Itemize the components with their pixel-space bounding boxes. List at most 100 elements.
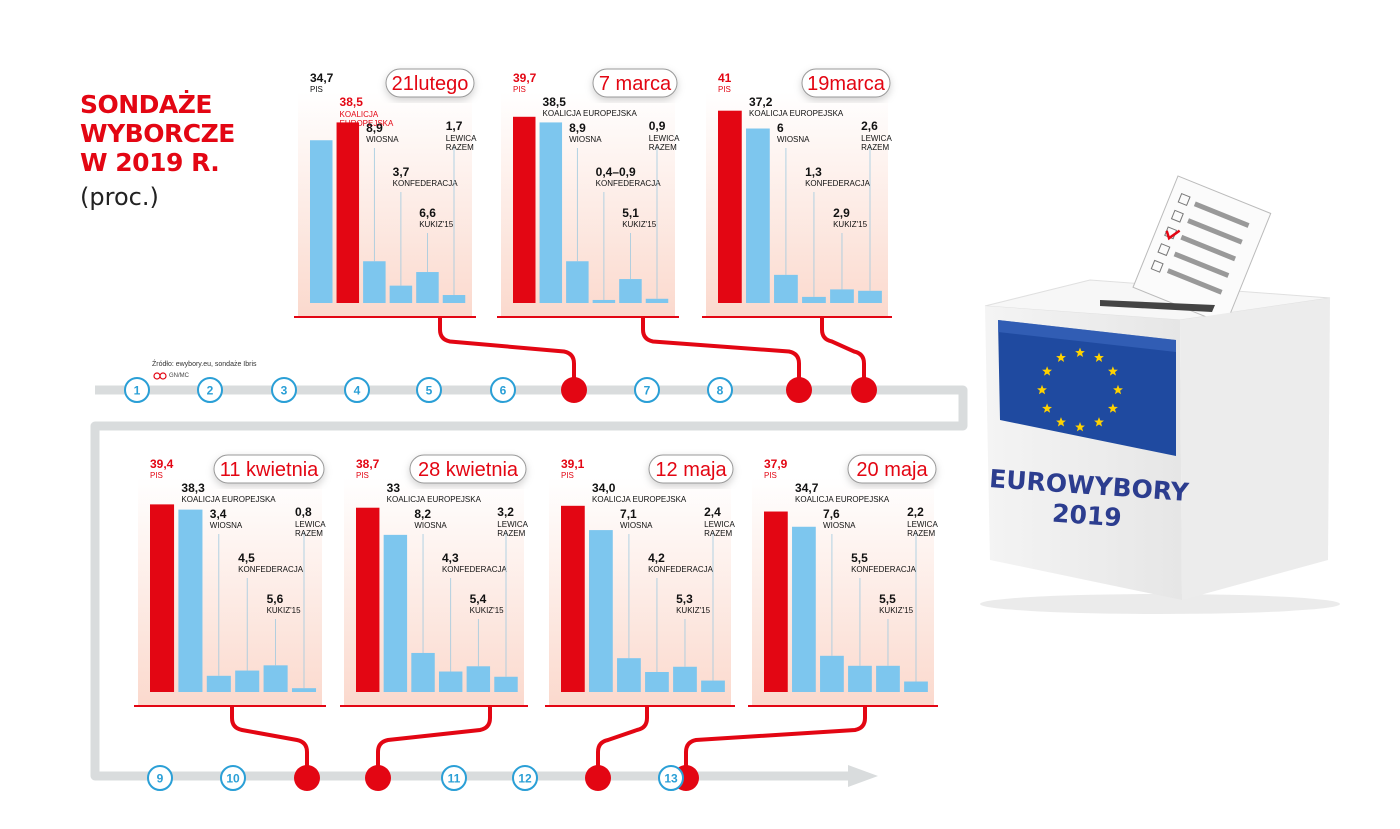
bar-category-label: LEWICA (649, 134, 680, 143)
chart-bar (774, 274, 798, 303)
bar-category-label: WIOSNA (366, 135, 399, 144)
eu-star (1056, 352, 1066, 362)
eu-star (1042, 403, 1052, 413)
bar-category-label: KUKIZ'15 (833, 220, 868, 229)
ballot-line (1173, 251, 1230, 278)
bar-value-label: 34,7 (310, 71, 334, 85)
bar-value-label: 38,5 (340, 95, 364, 109)
chart-bar (802, 296, 826, 303)
bar-category-label: EUROPEJSKA (340, 119, 394, 128)
bar-value-label: 3,4 (210, 507, 227, 521)
bar-category-label: LEWICA (497, 520, 528, 529)
author-logo (153, 372, 167, 380)
bar-value-label: 38,7 (356, 457, 380, 471)
bar-value-label: 5,5 (879, 592, 896, 606)
bar-category-label: RAZEM (295, 529, 323, 538)
timeline-connector (438, 315, 576, 392)
bar-category-label: LEWICA (907, 520, 938, 529)
chart-bar (416, 272, 439, 303)
chart-bar (617, 658, 641, 692)
eu-star (1075, 347, 1085, 357)
chart-bar (494, 676, 518, 692)
chart-bar (561, 505, 585, 692)
box-shadow (980, 594, 1340, 614)
eu-star (1037, 384, 1047, 395)
source-note: Źródło: ewybory.eu, sondaże Ibris (152, 361, 257, 368)
bar-value-label: 0,4–0,9 (596, 165, 636, 179)
ballot-line (1180, 234, 1237, 262)
bar-category-label: PIS (561, 471, 574, 480)
bar-value-label: 39,1 (561, 457, 585, 471)
timeline-node-number: 5 (426, 384, 433, 398)
chart-bar (178, 509, 203, 692)
bar-category-label: RAZEM (446, 143, 474, 152)
eu-star (1042, 366, 1052, 376)
chart-bar (830, 289, 854, 303)
chart-bar (263, 665, 288, 692)
timeline-node (490, 377, 516, 403)
bar-value-label: 5,1 (622, 206, 639, 220)
bar-category-label: LEWICA (704, 520, 735, 529)
timeline-node (271, 377, 297, 403)
bar-category-label: KOALICJA EUROPEJSKA (749, 109, 844, 118)
chart-bar (513, 116, 536, 304)
poll-date: 19marca (807, 73, 886, 95)
bar-value-label: 2,4 (704, 505, 721, 519)
ballot-checkbox (1170, 209, 1184, 223)
chart-bar (858, 290, 882, 303)
chart-bar (673, 666, 697, 692)
chart-bar (589, 530, 613, 692)
timeline-node (416, 377, 442, 403)
chart-bar (150, 504, 175, 692)
chart-bar (820, 655, 844, 692)
timeline-node (197, 377, 223, 403)
bar-category-label: PIS (718, 85, 731, 94)
bar-value-label: 34,7 (795, 481, 819, 495)
timeline-poll-dot (585, 765, 611, 791)
timeline-arrowhead (848, 765, 878, 787)
date-pill (847, 454, 937, 484)
bar-value-label: 33 (387, 481, 401, 495)
timeline-node (220, 765, 246, 791)
timeline-node-number: 9 (157, 772, 164, 786)
bar-category-label: RAZEM (497, 529, 525, 538)
eu-star (1094, 417, 1104, 427)
bar-value-label: 39,4 (150, 457, 174, 471)
ballot-checkbox (1177, 193, 1191, 207)
chart-bar (235, 670, 260, 692)
bar-category-label: KONFEDERACJA (442, 565, 508, 574)
title-line: W 2019 R. (80, 148, 220, 177)
date-pill (213, 454, 325, 484)
timeline-node-number: 13 (664, 772, 678, 786)
author-logo-text: GN/MC (169, 373, 189, 379)
bar-value-label: 37,2 (749, 95, 773, 109)
chart-bar (466, 666, 491, 692)
bar-value-label: 2,6 (861, 119, 878, 133)
bar-value-label: 5,5 (851, 551, 868, 565)
timeline-connector (684, 704, 867, 780)
bar-category-label: KUKIZ'15 (470, 606, 505, 615)
bar-category-label: RAZEM (907, 529, 935, 538)
bar-value-label: 6,6 (419, 206, 436, 220)
bar-category-label: KUKIZ'15 (879, 606, 914, 615)
chart-bar (792, 526, 816, 692)
chart-bar (310, 140, 333, 303)
eu-star (1056, 417, 1066, 427)
bar-value-label: 6 (777, 121, 784, 135)
timeline-node-number: 8 (717, 384, 724, 398)
bar-category-label: PIS (764, 471, 777, 480)
bar-value-label: 38,3 (181, 481, 205, 495)
bar-category-label: KOALICJA EUROPEJSKA (543, 109, 638, 118)
bar-category-label: KUKIZ'15 (622, 220, 657, 229)
bar-category-label: KONFEDERACJA (596, 179, 662, 188)
chart-bar (876, 665, 900, 692)
timeline-node (124, 377, 150, 403)
chart-bar (566, 261, 589, 303)
bar-value-label: 8,9 (569, 121, 586, 135)
timeline-node-number: 4 (354, 384, 361, 398)
ballot-checkbox (1150, 259, 1164, 273)
